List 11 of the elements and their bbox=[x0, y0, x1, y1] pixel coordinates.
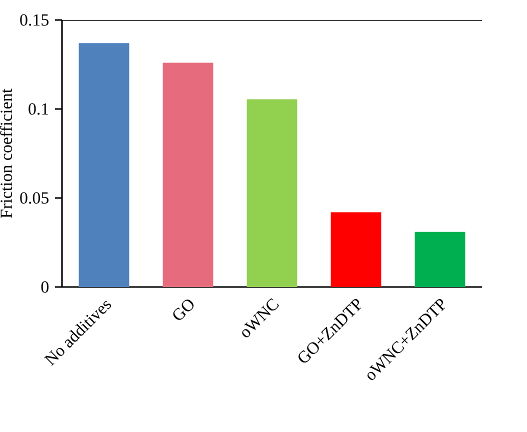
y-tick-label: 0.1 bbox=[28, 103, 48, 115]
bar bbox=[162, 62, 214, 287]
y-axis-title: Friction coefficient bbox=[0, 88, 12, 218]
x-tick-label: GO bbox=[173, 300, 194, 320]
bar bbox=[78, 43, 130, 287]
bar bbox=[414, 232, 466, 287]
y-tick-label: 0.05 bbox=[20, 192, 48, 204]
y-tick-label: 0.15 bbox=[20, 14, 48, 26]
bar bbox=[330, 212, 382, 287]
bar bbox=[246, 99, 298, 287]
y-tick-label: 0 bbox=[41, 281, 49, 293]
